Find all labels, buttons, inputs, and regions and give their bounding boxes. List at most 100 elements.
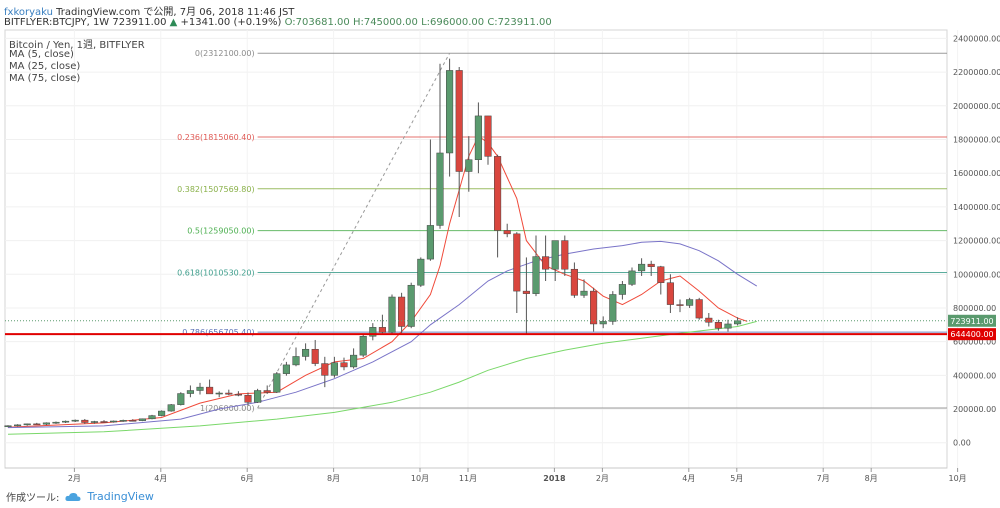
y-tick-label: 2000000.00 [953, 102, 1000, 111]
candle-body[interactable] [33, 423, 41, 426]
candle-body[interactable] [302, 348, 310, 357]
candle-body[interactable] [378, 327, 386, 333]
candle-body[interactable] [474, 115, 482, 160]
candle-body[interactable] [254, 390, 262, 403]
candle-body[interactable] [263, 390, 271, 393]
candle-body[interactable] [330, 362, 338, 376]
x-tick-label: 5月 [730, 474, 743, 483]
candle-body[interactable] [234, 393, 242, 396]
candle-body[interactable] [532, 256, 540, 294]
last-price: 723911.00 [112, 17, 167, 28]
fib-trend-line [257, 52, 451, 409]
candle-body[interactable] [282, 364, 290, 374]
plot-area[interactable] [4, 29, 948, 469]
candle-body[interactable] [177, 393, 185, 405]
x-tick-label: 10月 [949, 474, 967, 483]
support-price-label: 644400.00 [950, 330, 993, 339]
ma25-line [7, 240, 758, 429]
candle-body[interactable] [455, 70, 463, 172]
legend-ma25[interactable]: MA (25, close) [9, 61, 81, 72]
x-tick-label: 8月 [327, 474, 340, 483]
candle-body[interactable] [340, 362, 348, 368]
candle-body[interactable] [196, 386, 204, 391]
candle-body[interactable] [580, 290, 588, 296]
symbol-name: BITFLYER:BTCJPY, 1W [4, 17, 110, 28]
candle-body[interactable] [609, 294, 617, 322]
candle-body[interactable] [561, 240, 569, 270]
symbol-info: BITFLYER:BTCJPY, 1W 723911.00 ▲ +1341.00… [4, 17, 552, 28]
change-arrow-icon: ▲ [169, 17, 178, 28]
candle-body[interactable] [695, 299, 703, 319]
candle-body[interactable] [321, 363, 329, 376]
candle-body[interactable] [388, 296, 396, 333]
candle-body[interactable] [90, 421, 98, 423]
candle-body[interactable] [666, 282, 674, 305]
candle-body[interactable] [590, 290, 598, 325]
candle-body[interactable] [359, 336, 367, 356]
candle-body[interactable] [119, 420, 127, 422]
candle-body[interactable] [647, 263, 655, 267]
candle-body[interactable] [436, 152, 444, 226]
candle-body[interactable] [618, 284, 626, 295]
candle-body[interactable] [407, 284, 415, 327]
candle-body[interactable] [369, 327, 377, 337]
candle-body[interactable] [148, 415, 156, 420]
author-link[interactable]: fxkoryaku [4, 7, 53, 18]
candle-body[interactable] [724, 323, 732, 329]
candle-body[interactable] [81, 419, 89, 423]
candle-body[interactable] [676, 304, 684, 306]
candle-body[interactable] [522, 290, 530, 294]
footer-brand-link[interactable]: TradingView [87, 490, 154, 503]
candle-body[interactable] [350, 354, 358, 368]
low-value: L:696000.00 [421, 17, 485, 28]
candle-body[interactable] [446, 70, 454, 154]
candle-body[interactable] [503, 230, 511, 235]
candle-body[interactable] [215, 392, 223, 395]
candle-body[interactable] [657, 266, 665, 283]
candle-body[interactable] [311, 348, 319, 364]
y-tick-label: 2200000.00 [953, 68, 1000, 77]
candle-body[interactable] [23, 423, 31, 426]
candle-body[interactable] [542, 256, 550, 270]
last-price-label: 723911.00 [950, 317, 993, 326]
candle-body[interactable] [110, 420, 118, 423]
candle-body[interactable] [628, 270, 636, 285]
y-tick-label: 400000.00 [953, 371, 996, 380]
candle-body[interactable] [225, 392, 233, 395]
x-tick-label: 7月 [817, 474, 830, 483]
candle-body[interactable] [52, 421, 60, 424]
candle-body[interactable] [570, 268, 578, 296]
candle-body[interactable] [705, 317, 713, 323]
candle-body[interactable] [62, 420, 70, 423]
fib-level-label: 0.382(1507569.80) [177, 185, 255, 194]
candle-body[interactable] [138, 418, 146, 421]
candle-body[interactable] [465, 159, 473, 172]
legend-ma75[interactable]: MA (75, close) [9, 73, 81, 84]
candle-body[interactable] [206, 386, 214, 395]
candle-body[interactable] [4, 425, 12, 427]
candle-body[interactable] [494, 156, 502, 231]
candle-body[interactable] [129, 420, 137, 422]
candle-body[interactable] [484, 115, 492, 157]
candle-body[interactable] [714, 322, 722, 329]
candle-body[interactable] [599, 321, 607, 325]
candle-body[interactable] [244, 394, 252, 403]
candle-body[interactable] [14, 424, 22, 427]
candle-body[interactable] [638, 263, 646, 272]
legend-ma5[interactable]: MA (5, close) [9, 49, 74, 60]
candle-body[interactable] [513, 233, 521, 292]
candle-body[interactable] [100, 421, 108, 423]
candle-body[interactable] [292, 356, 300, 366]
candle-body[interactable] [167, 404, 175, 412]
candle-body[interactable] [551, 240, 559, 270]
candle-body[interactable] [158, 410, 166, 416]
candle-body[interactable] [686, 299, 694, 306]
candle-body[interactable] [71, 419, 79, 422]
candle-body[interactable] [417, 258, 425, 286]
candle-body[interactable] [426, 225, 434, 260]
candle-body[interactable] [42, 422, 50, 425]
candle-body[interactable] [398, 296, 406, 327]
candle-body[interactable] [273, 373, 281, 393]
candle-body[interactable] [186, 390, 194, 394]
